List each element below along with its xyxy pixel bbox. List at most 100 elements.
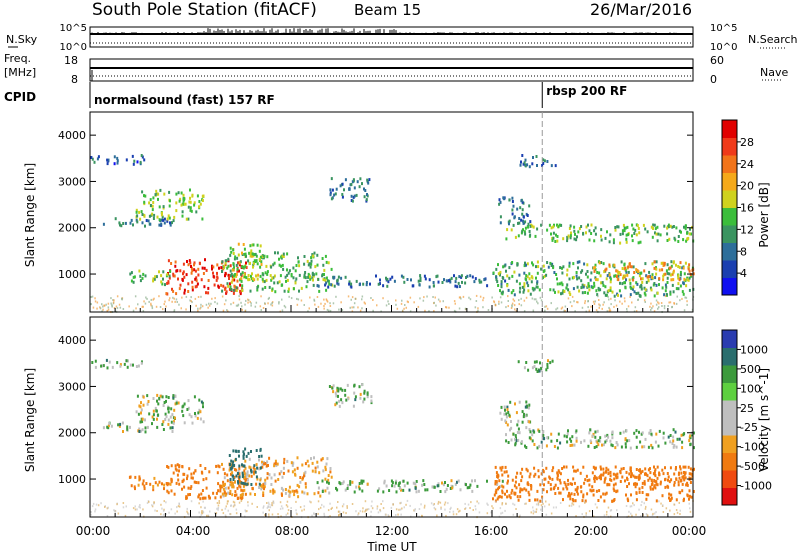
echo-cell	[322, 469, 325, 473]
ground-scatter-cell	[216, 507, 218, 510]
echo-cell	[162, 205, 165, 209]
ground-scatter-cell	[156, 510, 158, 512]
echo-cell	[474, 277, 477, 281]
echo-cell	[508, 198, 511, 202]
echo-cell	[309, 275, 311, 279]
echo-cell	[574, 488, 577, 492]
ground-scatter-cell	[500, 512, 502, 515]
echo-cell	[541, 431, 544, 435]
ground-scatter-cell	[90, 296, 92, 298]
echo-cell	[245, 261, 247, 265]
ground-scatter-cell	[161, 507, 163, 510]
echo-cell	[593, 281, 596, 285]
echo-cell	[648, 476, 651, 480]
echo-cell	[588, 238, 591, 242]
echo-cell	[622, 276, 624, 280]
echo-cell	[599, 274, 602, 278]
echo-cell	[466, 486, 469, 490]
echo-cell	[193, 395, 196, 399]
echo-cell	[316, 263, 319, 267]
ground-scatter-cell	[316, 296, 319, 298]
ground-scatter-cell	[519, 514, 521, 517]
echo-cell	[580, 286, 583, 290]
echo-cell	[234, 468, 236, 472]
echo-cell	[635, 468, 638, 471]
echo-cell	[182, 414, 185, 418]
echo-cell	[587, 223, 589, 227]
echo-cell	[344, 275, 347, 279]
echo-cell	[221, 462, 223, 466]
echo-cell	[199, 202, 202, 206]
echo-cell	[172, 289, 175, 293]
echo-cell	[494, 490, 497, 494]
echo-cell	[518, 290, 521, 294]
echo-cell	[689, 472, 692, 476]
colorbar-segment	[722, 242, 737, 261]
ground-scatter-cell	[101, 303, 103, 306]
ground-scatter-cell	[268, 503, 270, 506]
colorbar-segment	[722, 172, 737, 191]
nsky-tick-bottom: 10^0	[60, 42, 87, 53]
echo-cell	[274, 251, 276, 255]
echo-cell	[510, 438, 513, 442]
echo-cell	[365, 198, 368, 202]
echo-cell	[197, 495, 200, 499]
ground-scatter-cell	[455, 513, 458, 516]
echo-cell	[329, 467, 332, 470]
ground-scatter-cell	[235, 304, 238, 307]
ground-scatter-cell	[329, 515, 331, 518]
echo-cell	[166, 219, 169, 223]
echo-cell	[612, 472, 615, 476]
ground-scatter-cell	[125, 505, 127, 508]
echo-cell	[224, 286, 227, 290]
echo-cell	[650, 275, 653, 279]
echo-cell	[353, 490, 356, 494]
ground-scatter-cell	[624, 300, 626, 303]
echo-cell	[602, 471, 605, 475]
echo-cell	[629, 466, 632, 470]
echo-cell	[157, 192, 160, 196]
ground-scatter-cell	[550, 302, 552, 305]
echo-cell	[237, 253, 240, 257]
echo-cell	[197, 411, 200, 415]
echo-cell	[362, 282, 365, 286]
echo-cell	[190, 271, 193, 275]
echo-cell	[635, 445, 638, 449]
nsky-trace	[90, 28, 693, 44]
ground-scatter-cell	[152, 298, 154, 301]
ground-scatter-cell	[668, 301, 670, 304]
echo-cell	[553, 271, 556, 274]
echo-cell	[673, 481, 676, 484]
ground-scatter-cell	[174, 512, 176, 515]
ground-scatter-cell	[202, 500, 204, 503]
echo-cell	[601, 281, 604, 285]
ground-scatter-cell	[449, 511, 451, 513]
echo-cell	[460, 274, 463, 278]
echo-cell	[222, 284, 225, 288]
echo-cell	[248, 251, 251, 255]
ground-scatter-cell	[689, 510, 692, 513]
echo-cell	[517, 419, 520, 423]
echo-cell	[393, 484, 396, 488]
echo-cell	[105, 358, 108, 362]
echo-cell	[229, 463, 231, 466]
echo-cell	[524, 405, 527, 409]
ground-scatter-cell	[675, 302, 678, 305]
echo-cell	[576, 492, 579, 496]
ground-scatter-cell	[619, 300, 621, 303]
echo-cell	[672, 269, 675, 273]
ground-scatter-cell	[603, 301, 605, 304]
ground-scatter-cell	[559, 502, 562, 504]
echo-cell	[172, 395, 175, 399]
ground-scatter-cell	[437, 502, 439, 505]
echo-cell	[238, 269, 240, 273]
echo-cell	[594, 232, 597, 236]
ground-scatter-cell	[524, 502, 526, 505]
echo-cell	[547, 359, 549, 363]
echo-cell	[620, 467, 623, 471]
echo-cell	[151, 212, 154, 216]
ground-scatter-cell	[400, 302, 403, 305]
echo-cell	[139, 217, 142, 221]
echo-cell	[229, 483, 231, 487]
ground-scatter-cell	[119, 306, 122, 309]
